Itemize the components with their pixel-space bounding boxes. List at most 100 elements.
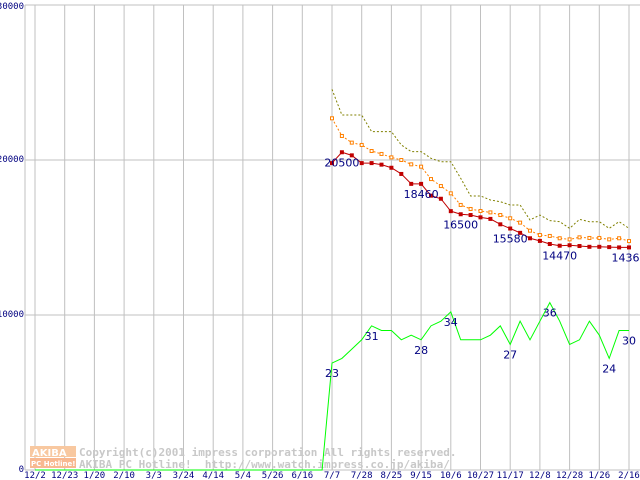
x-tick-label: 12/28 [556, 471, 583, 480]
data-point-average [627, 239, 631, 244]
data-point-average [498, 213, 503, 218]
data-label: 24 [602, 362, 616, 375]
data-point-average [349, 140, 354, 145]
data-point-min [389, 165, 394, 170]
data-point-average [478, 208, 483, 213]
data-point-min [607, 245, 612, 250]
data-point-average [369, 149, 374, 154]
data-point-min [597, 244, 602, 249]
x-tick-label: 12/8 [529, 471, 551, 480]
x-tick-label: 4/14 [202, 471, 224, 480]
data-point-average [567, 237, 572, 242]
x-tick-label: 7/7 [324, 471, 340, 480]
data-point-min [567, 243, 572, 248]
data-point-average [359, 142, 364, 147]
data-point-min [587, 244, 592, 249]
data-label: 28 [414, 344, 428, 357]
site-url-text: AKIBA PC Hotline! http://www.watch.impre… [79, 458, 450, 471]
logo-bottom-text: PC Hotline! [31, 460, 75, 468]
data-point-min [498, 222, 503, 227]
data-point-min [349, 153, 354, 158]
x-tick-label: 8/25 [381, 471, 403, 480]
y-tick-label: 0 [19, 465, 24, 475]
data-point-min [429, 193, 433, 198]
logo-top-bg [30, 446, 76, 457]
data-label: 16500 [443, 218, 478, 231]
data-point-min [330, 161, 334, 166]
labels-layer: 20500 18460 16500 15580 14470 14360 23 31 28 34 27… [324, 156, 640, 380]
data-point-min [537, 238, 542, 243]
data-point-min [488, 216, 493, 221]
data-label: 20500 [324, 156, 359, 169]
data-point-average [330, 116, 334, 121]
data-point-average [537, 233, 542, 238]
data-point-min [518, 230, 523, 235]
data-point-average [438, 184, 443, 189]
data-label: 36 [543, 307, 557, 320]
series-line-max [331, 89, 630, 229]
data-point-min [399, 171, 404, 176]
x-tick-label: 12/23 [51, 471, 78, 480]
data-label: 34 [444, 316, 458, 329]
data-point-min [369, 161, 374, 166]
x-tick-label: 5/26 [262, 471, 284, 480]
x-tick-label: 3/3 [146, 471, 162, 480]
data-point-min [419, 181, 424, 186]
x-tick-label: 10/6 [440, 471, 462, 480]
data-point-average [488, 210, 493, 215]
data-point-average [528, 228, 532, 233]
data-point-average [399, 158, 404, 162]
x-tick-label: 11/17 [497, 471, 524, 480]
data-point-average [617, 236, 622, 241]
data-point-min [448, 209, 453, 214]
data-point-average [468, 206, 473, 211]
data-label: 15580 [493, 233, 528, 246]
data-point-average [597, 235, 602, 240]
y-tick-label: 20000 [0, 155, 24, 165]
data-point-average [547, 233, 552, 238]
x-tick-label: 1/20 [84, 471, 106, 480]
x-tick-label: 3/24 [173, 471, 195, 480]
data-point-min [528, 236, 532, 241]
logo-bottom-bg [30, 458, 76, 468]
data-label: 27 [503, 348, 517, 361]
data-label: 23 [325, 367, 339, 380]
data-point-average [419, 164, 424, 169]
data-point-average [429, 177, 433, 182]
data-point-average [508, 216, 513, 221]
logo-top-text: AKIBA [32, 448, 67, 459]
x-tick-label: 9/15 [410, 471, 432, 480]
x-tick-label: 2/10 [113, 471, 135, 480]
y-tick-label: 30000 [0, 2, 24, 12]
series-line-count [35, 301, 629, 471]
data-point-min [409, 181, 414, 186]
data-label: 31 [365, 330, 379, 343]
data-point-min [617, 245, 622, 250]
data-point-min [557, 243, 562, 248]
data-point-average [339, 133, 344, 138]
data-point-min [379, 162, 384, 167]
data-point-average [607, 237, 612, 242]
data-point-average [379, 151, 384, 156]
data-label: 30 [622, 335, 636, 348]
x-tick-label: 2/16 [618, 471, 640, 480]
data-point-average [389, 155, 394, 160]
data-label: 14470 [542, 250, 577, 263]
x-tick-label: 12/2 [24, 471, 46, 480]
data-point-average [458, 202, 463, 207]
data-point-min [547, 242, 552, 247]
x-tick-label: 1/26 [588, 471, 610, 480]
data-point-average [518, 220, 523, 225]
y-tick-label: 10000 [0, 310, 24, 320]
copyright-text: Copyright(c)2001 impress corporation All… [79, 446, 457, 459]
x-tick-label: 10/27 [467, 471, 494, 480]
data-point-min [627, 245, 631, 250]
data-point-min [458, 212, 463, 217]
data-point-average [587, 235, 592, 240]
watermark: AKIBA PC Hotline! Copyright(c)2001 impre… [30, 446, 457, 471]
data-point-min [359, 161, 364, 166]
data-label: 18460 [404, 188, 439, 201]
